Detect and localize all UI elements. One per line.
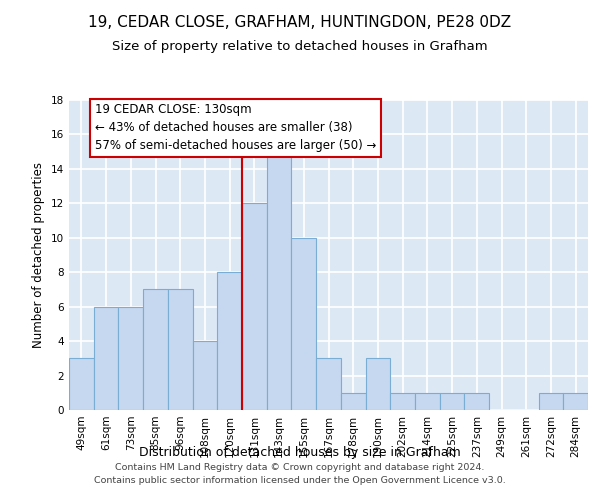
Bar	[292, 238, 316, 410]
Bar	[168, 290, 193, 410]
Bar	[415, 393, 440, 410]
Bar	[94, 306, 118, 410]
Text: Size of property relative to detached houses in Grafham: Size of property relative to detached ho…	[112, 40, 488, 53]
Bar	[242, 204, 267, 410]
Text: Contains HM Land Registry data © Crown copyright and database right 2024.
Contai: Contains HM Land Registry data © Crown c…	[94, 464, 506, 485]
Text: 19 CEDAR CLOSE: 130sqm
← 43% of detached houses are smaller (38)
57% of semi-det: 19 CEDAR CLOSE: 130sqm ← 43% of detached…	[95, 104, 376, 152]
Bar	[365, 358, 390, 410]
Text: 19, CEDAR CLOSE, GRAFHAM, HUNTINGDON, PE28 0DZ: 19, CEDAR CLOSE, GRAFHAM, HUNTINGDON, PE…	[88, 15, 512, 30]
Bar	[563, 393, 588, 410]
Bar	[118, 306, 143, 410]
Text: Distribution of detached houses by size in Grafham: Distribution of detached houses by size …	[139, 446, 461, 459]
Bar	[143, 290, 168, 410]
Bar	[539, 393, 563, 410]
Bar	[464, 393, 489, 410]
Bar	[267, 152, 292, 410]
Y-axis label: Number of detached properties: Number of detached properties	[32, 162, 46, 348]
Bar	[316, 358, 341, 410]
Bar	[390, 393, 415, 410]
Bar	[193, 341, 217, 410]
Bar	[217, 272, 242, 410]
Bar	[341, 393, 365, 410]
Bar	[440, 393, 464, 410]
Bar	[69, 358, 94, 410]
